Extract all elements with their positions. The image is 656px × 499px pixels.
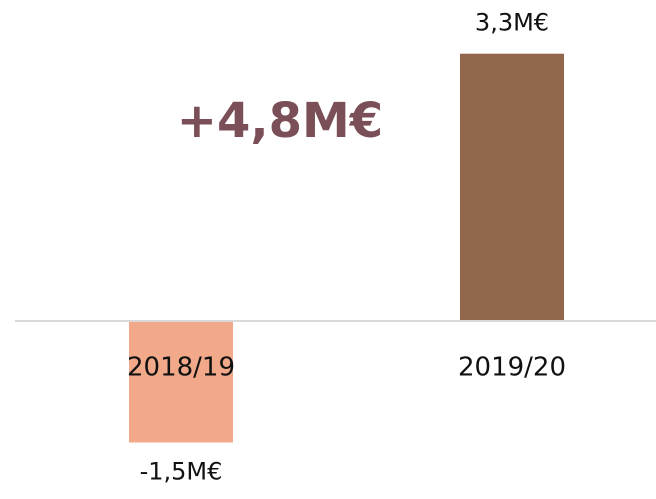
x-tick-label: 2019/20: [458, 353, 566, 383]
annotation: +4,8M€: [177, 93, 383, 149]
x-tick-label: 2018/19: [127, 353, 235, 383]
bar: [460, 53, 564, 321]
bar: [129, 321, 233, 443]
value-label: 3,3M€: [475, 9, 549, 37]
value-label: -1,5M€: [140, 458, 223, 486]
